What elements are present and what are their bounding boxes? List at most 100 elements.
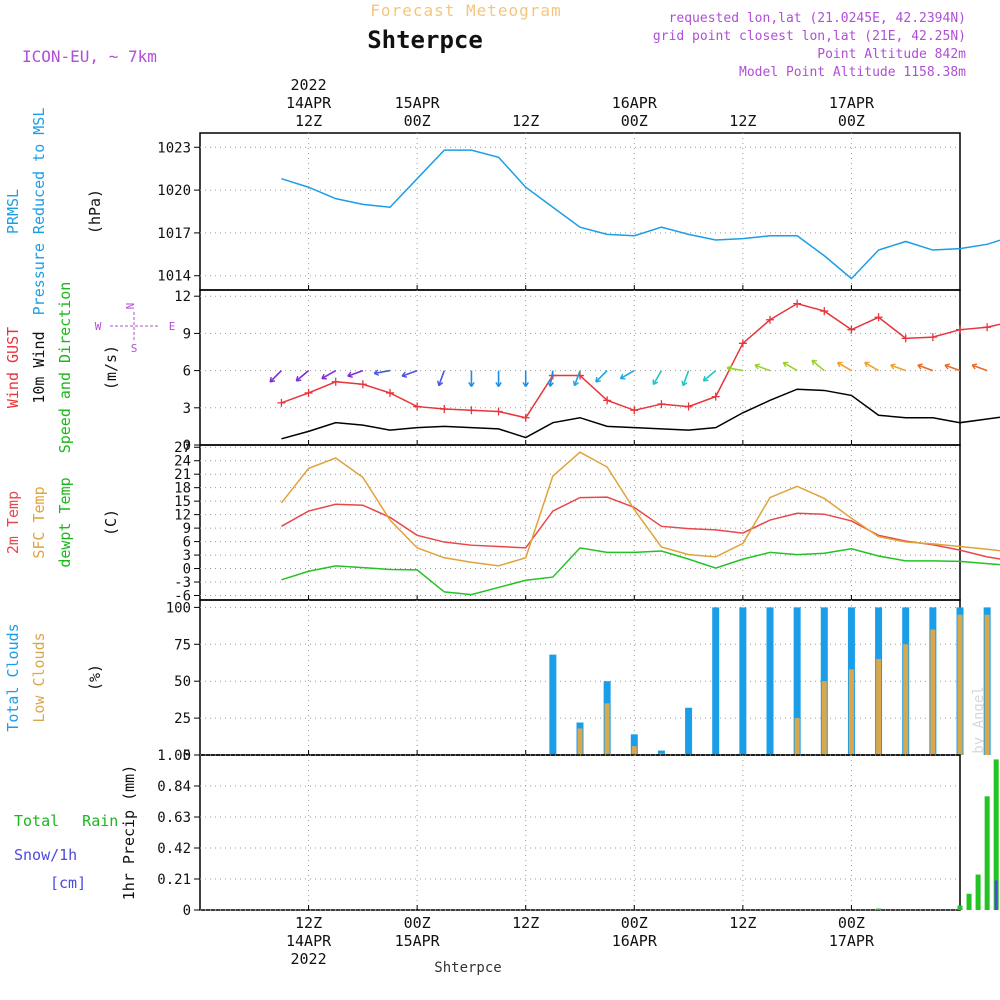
panel-label: Wind GUST [4, 327, 22, 408]
y-tick-label: 3 [183, 548, 191, 564]
bar-rain [993, 759, 999, 910]
y-tick-label: 3 [183, 401, 191, 417]
bar-total_clouds [685, 707, 693, 755]
panel-4: 0 0.21 0.42 0.63 0.84 1.05 Total Rain Snow/1h [c… [14, 748, 999, 919]
wind-arrow-head [401, 371, 408, 378]
wind-arrow [944, 364, 961, 372]
precip-axis-label: 1hr Precip (mm) [120, 765, 138, 900]
wind-arrow-head [572, 380, 579, 387]
gust-marker [304, 388, 313, 397]
series-line-dewpt [281, 547, 1000, 596]
bar-total_clouds [739, 607, 747, 755]
wind-arrow-head [864, 361, 870, 368]
time-label-bottom: 2022 [291, 950, 327, 968]
wind-arrow [573, 370, 581, 386]
gust-marker [440, 405, 449, 414]
gust-marker [711, 392, 720, 401]
y-tick-label: 50 [174, 674, 191, 690]
y-tick-label: 27 [174, 440, 191, 456]
wind-arrow-head [890, 363, 896, 370]
time-label-top: 00Z [621, 112, 648, 130]
panel-frame [199, 754, 961, 911]
gust-marker [847, 325, 856, 334]
wind-arrow-head [917, 363, 923, 370]
wind-arrow-head [595, 376, 601, 383]
compass-cross [110, 312, 158, 340]
time-label-top: 17APR [829, 94, 875, 112]
time-label-top: 2022 [291, 76, 327, 94]
bar-total_clouds [657, 750, 665, 755]
time-label-bottom: 00Z [621, 914, 648, 932]
model-label: ICON-EU, ~ 7km [22, 47, 157, 66]
snow-label: Snow/1h [14, 846, 77, 864]
compass-east: E [169, 320, 176, 333]
bar-total_clouds [766, 607, 774, 755]
requested-coords: requested lon,lat (21.0245E, 42.2394N) [669, 11, 966, 26]
wind-arrow [269, 370, 282, 383]
wind-arrow-head [495, 382, 502, 387]
header-subtitle: Forecast Meteogram [370, 1, 561, 20]
y-tick-label: 100 [166, 600, 191, 616]
bar-low_clouds [604, 703, 610, 755]
time-label-top: 12Z [512, 112, 539, 130]
y-tick-label: 6 [183, 535, 191, 551]
compass-south: S [131, 342, 138, 355]
compass-west: W [95, 320, 102, 333]
gust-marker [603, 396, 612, 405]
time-label-bottom: 16APR [612, 932, 658, 950]
y-tick-label: 0 [183, 562, 191, 578]
y-tick-label: -6 [174, 589, 191, 605]
gust-marker [928, 333, 937, 342]
panel-frame [199, 444, 961, 601]
wind-arrow [549, 370, 554, 387]
time-label-bottom: 17APR [829, 932, 875, 950]
rain-label: Total Rain [14, 812, 118, 830]
time-label-bottom: 12Z [295, 914, 322, 932]
bar-low_clouds [848, 669, 854, 755]
panel-label: 10m Wind [30, 331, 48, 403]
wind-arrow-head [269, 376, 276, 383]
wind-arrow [295, 369, 310, 382]
panel-label: (hPa) [86, 189, 104, 234]
y-tick-label: 0 [183, 438, 191, 454]
wind-arrow [754, 364, 771, 372]
y-tick-label: 12 [174, 289, 191, 305]
gust-marker [386, 388, 394, 397]
panel-label: Low Clouds [30, 632, 48, 722]
y-tick-label: 12 [174, 508, 191, 524]
y-tick-label: 9 [183, 521, 191, 537]
panel-label: SFC Temp [30, 486, 48, 558]
wind-arrow [782, 361, 798, 372]
location-title: Shterpce [367, 26, 483, 54]
panel-label: Speed and Direction [56, 282, 74, 454]
bar-low_clouds [794, 718, 800, 755]
footer-location: Shterpce [434, 960, 501, 976]
gust-marker [630, 406, 639, 415]
time-label-bottom: 14APR [286, 932, 332, 950]
wind-arrow-head [321, 373, 327, 380]
bar-rain [966, 893, 972, 910]
bar-low_clouds [957, 614, 963, 755]
wind-arrow [401, 369, 418, 377]
gust-marker [766, 315, 774, 324]
gust-marker [820, 307, 829, 316]
wind-arrow-head [619, 373, 626, 380]
wind-arrow [890, 364, 906, 372]
bar-low_clouds [930, 629, 936, 755]
time-label-bottom: 00Z [838, 914, 865, 932]
wind-arrow [837, 361, 852, 372]
wind-arrow-head [754, 363, 760, 370]
gust-marker [467, 406, 476, 415]
time-label-top: 12Z [295, 112, 322, 130]
compass-north: N [124, 303, 137, 310]
time-label-bottom: 15APR [395, 932, 441, 950]
snow-unit-label: [cm] [50, 874, 86, 892]
wind-arrow-head [782, 361, 789, 368]
series-line-wind [281, 388, 1000, 440]
y-tick-label: 0.84 [157, 779, 191, 795]
gridpoint-coords: grid point closest lon,lat (21E, 42.25N) [653, 29, 966, 44]
panel-3: 0 25 50 75 100 Total Clouds Low Clouds (%) [4, 599, 991, 764]
wind-arrow-head [836, 361, 843, 368]
bar-total_clouds [630, 734, 638, 755]
